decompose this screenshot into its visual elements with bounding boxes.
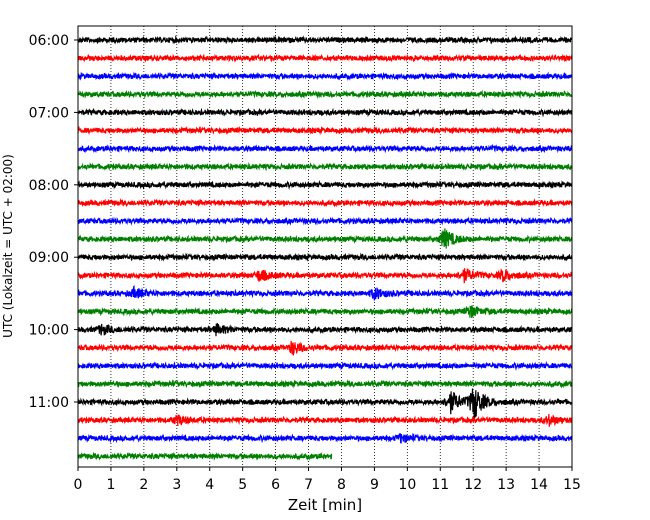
seismic-trace [77,252,573,262]
y-tick-label: 06:00 [29,33,69,49]
x-tick-label: 9 [370,477,379,493]
trace-group [77,34,573,461]
x-tick-label: 0 [74,477,83,493]
seismic-trace [77,379,573,389]
seismic-trace [77,53,573,63]
seismic-trace [77,198,573,208]
x-tick-label: 12 [464,477,482,493]
seismic-trace [77,268,573,284]
x-tick-label: 1 [106,477,115,493]
seismic-trace [77,107,573,118]
seismic-trace [77,432,573,444]
seismic-trace [77,340,573,356]
x-tick-label: 2 [139,477,148,493]
seismic-trace [77,71,573,81]
x-tick-label: 5 [238,477,247,493]
seismic-trace [77,414,573,427]
x-tick-label: 7 [304,477,313,493]
x-axis: 0 1 2 3 4 5 6 7 8 9 10 11 12 13 14 15 [74,467,581,493]
seismic-trace [77,228,573,249]
x-tick-label: 13 [497,477,515,493]
x-tick-label: 4 [205,477,214,493]
seismic-trace [77,284,573,301]
seismic-trace [77,34,573,45]
seismic-trace [77,216,573,226]
x-tick-label: 15 [563,477,581,493]
seismic-trace [77,143,573,154]
x-tick-label: 6 [271,477,280,493]
seismic-trace [77,305,573,318]
seismic-trace [77,179,573,190]
y-tick-label: 09:00 [29,250,69,266]
y-tick-label: 11:00 [29,395,69,411]
plot-frame [77,25,573,468]
seismic-trace [77,451,333,461]
x-axis-label: Zeit [min] [288,496,362,514]
seismic-trace [77,388,573,420]
seismic-trace [77,161,573,172]
y-tick-label: 08:00 [29,178,69,194]
x-tick-label: 10 [398,477,416,493]
x-tick-label: 3 [172,477,181,493]
x-tick-label: 8 [337,477,346,493]
y-axis-label: UTC (Lokalzeit = UTC + 02:00) [1,154,15,338]
seismic-trace [77,360,573,371]
x-tick-label: 14 [530,477,548,493]
y-tick-label: 07:00 [29,105,69,121]
seismic-trace [77,89,573,100]
seismic-trace [77,323,573,337]
x-tick-label: 11 [431,477,449,493]
y-axis: 06:00 07:00 08:00 09:00 10:00 11:00 [29,33,78,411]
seismic-trace [77,125,573,136]
y-tick-label: 10:00 [29,323,69,339]
